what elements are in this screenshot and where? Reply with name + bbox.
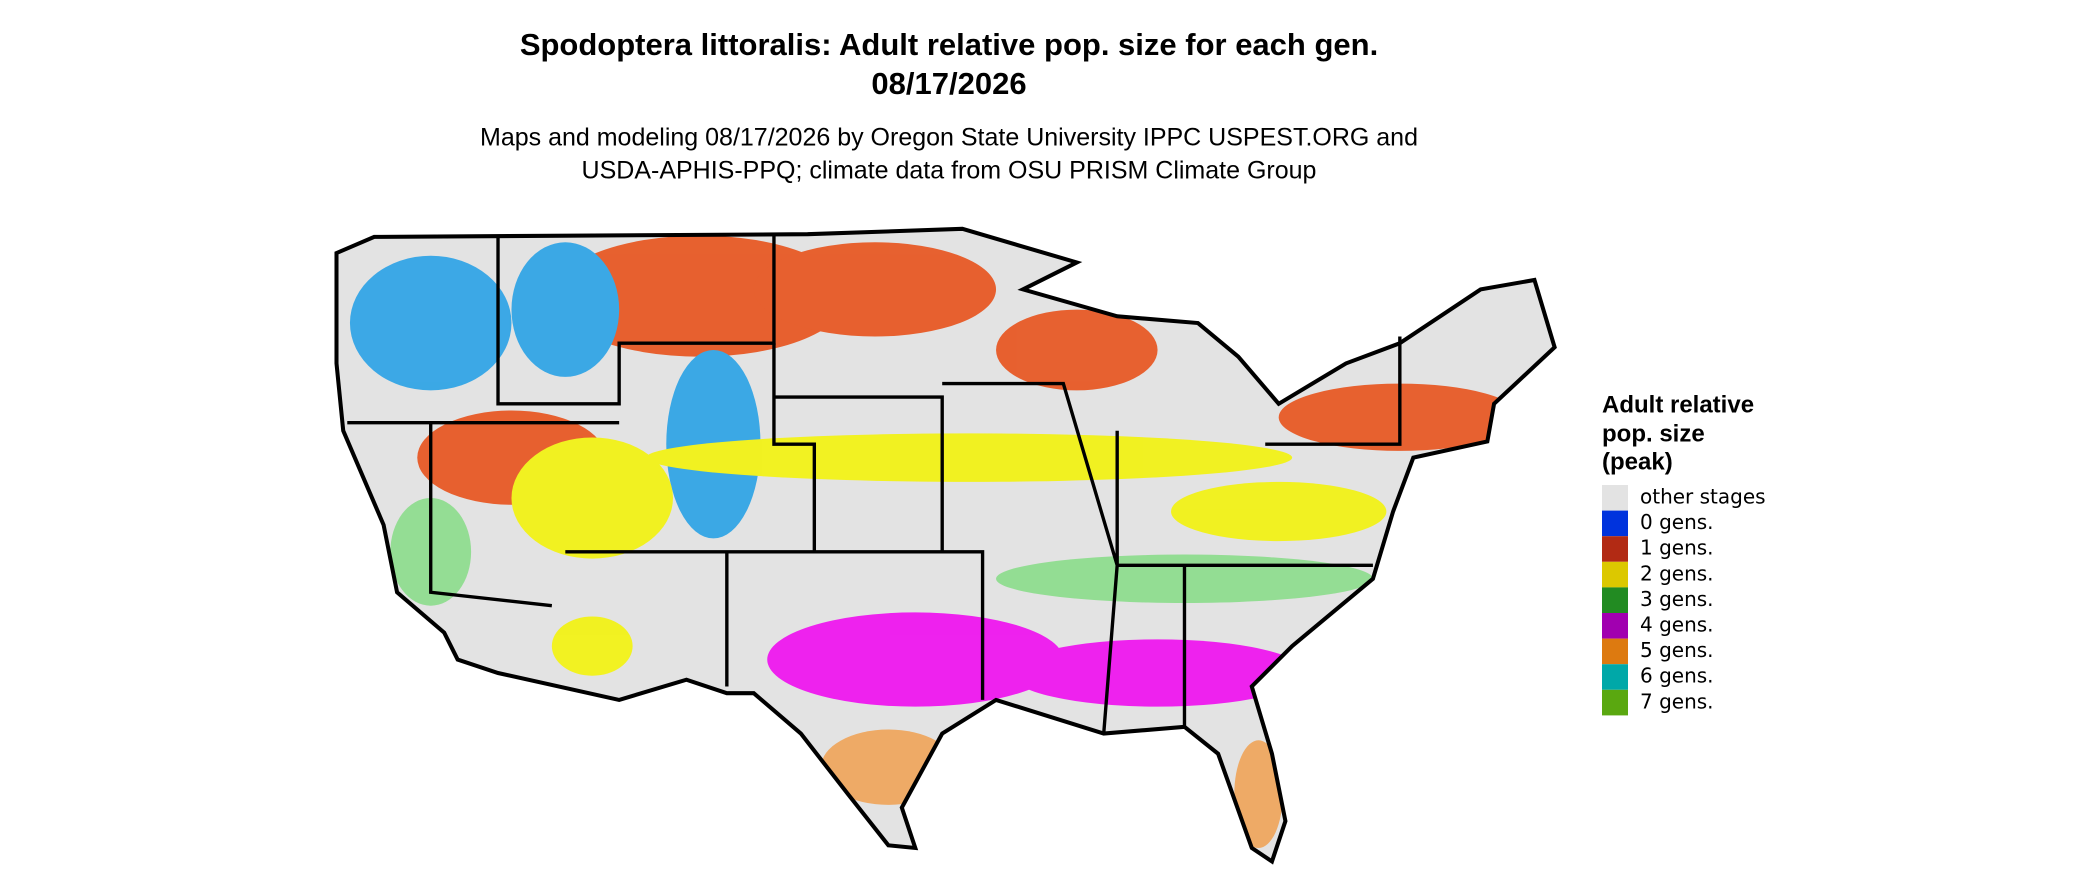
legend-swatch: [1602, 510, 1628, 537]
legend-title: Adult relative: [1602, 391, 1754, 418]
legend-swatch: [1602, 561, 1628, 588]
legend-label: 1 gens.: [1640, 536, 1714, 560]
map-date: 08/17/2026: [871, 66, 1026, 101]
legend-title: pop. size: [1602, 420, 1705, 447]
map-title: Spodoptera littoralis: Adult relative po…: [520, 27, 1378, 62]
legend-label: 4 gens.: [1640, 613, 1714, 637]
legend-swatch: [1602, 485, 1628, 511]
legend-label: 5 gens.: [1640, 638, 1714, 662]
legend-label: 0 gens.: [1640, 510, 1714, 534]
subtitle: Maps and modeling 08/17/2026 by Oregon S…: [480, 124, 1418, 152]
state-borders: [347, 234, 1402, 734]
subtitle: USDA-APHIS-PPQ; climate data from OSU PR…: [582, 157, 1317, 185]
legend-label: other stages: [1640, 485, 1766, 509]
legend-swatch: [1602, 638, 1628, 665]
us-map: [337, 229, 1555, 862]
legend-swatch: [1602, 664, 1628, 690]
legend-label: 7 gens.: [1640, 689, 1714, 713]
legend-label: 2 gens.: [1640, 561, 1714, 585]
legend-swatch: [1602, 613, 1628, 639]
legend-label: 6 gens.: [1640, 664, 1714, 688]
legend-title: (peak): [1602, 448, 1673, 475]
legend-swatch: [1602, 689, 1628, 716]
legend-swatch: [1602, 587, 1628, 613]
legend-swatch: [1602, 536, 1628, 562]
legend-label: 3 gens.: [1640, 587, 1714, 611]
